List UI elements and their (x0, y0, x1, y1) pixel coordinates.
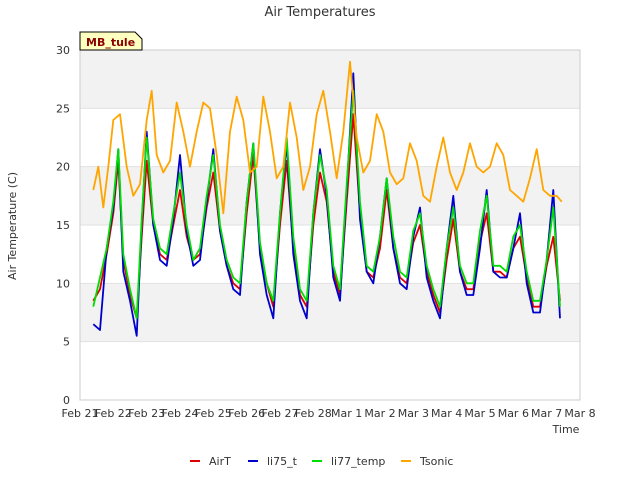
x-tick-label: Mar 2 (364, 407, 395, 420)
grid-band (80, 166, 580, 225)
grid-band (80, 283, 580, 342)
x-tick-label: Mar 5 (464, 407, 495, 420)
y-tick-label: 15 (56, 219, 70, 232)
y-tick-label: 5 (63, 336, 70, 349)
x-tick-label: Feb 28 (295, 407, 332, 420)
site-label-text: MB_tule (86, 36, 135, 49)
plot-frame (79, 49, 581, 401)
legend-label: AirT (209, 455, 231, 468)
legend: AirT li75_t li77_temp Tsonic (190, 455, 453, 468)
x-tick-label: Feb 21 (62, 407, 99, 420)
y-tick-label: 30 (56, 44, 70, 57)
series-line-li77-temp (92, 89, 561, 320)
x-tick-label: Mar 7 (531, 407, 562, 420)
y-tick-label: 25 (56, 102, 70, 115)
x-tick-label: Mar 4 (431, 407, 462, 420)
x-axis-label: Time (552, 423, 580, 436)
x-tick-label: Feb 23 (128, 407, 165, 420)
x-tick-label: Feb 22 (95, 407, 132, 420)
site-label-box (79, 31, 143, 51)
x-tick-label: Mar 8 (564, 407, 595, 420)
x-tick-label: Feb 27 (262, 407, 299, 420)
y-tick-label: 0 (63, 394, 70, 407)
legend-label: Tsonic (419, 455, 453, 468)
x-tick-label: Feb 24 (162, 407, 199, 420)
legend-label: li77_temp (331, 455, 385, 468)
x-tick-label: Mar 1 (331, 407, 362, 420)
legend-label: li75_t (267, 455, 298, 468)
x-tick-label: Feb 25 (195, 407, 232, 420)
chart-title: Air Temperatures (264, 5, 375, 20)
grid-band (80, 50, 580, 109)
y-axis: 0 5 10 15 20 25 30 (56, 44, 70, 407)
y-tick-label: 20 (56, 161, 70, 174)
site-label-badge: MB_tule (79, 31, 143, 51)
y-axis-label: Air Temperature (C) (6, 172, 19, 280)
series-lines (92, 60, 563, 337)
y-tick-label: 10 (56, 277, 70, 290)
x-tick-label: Mar 3 (398, 407, 429, 420)
grid-band (80, 341, 580, 400)
series-line-tsonic (92, 60, 563, 215)
x-tick-label: Feb 26 (228, 407, 265, 420)
x-tick-label: Mar 6 (498, 407, 529, 420)
